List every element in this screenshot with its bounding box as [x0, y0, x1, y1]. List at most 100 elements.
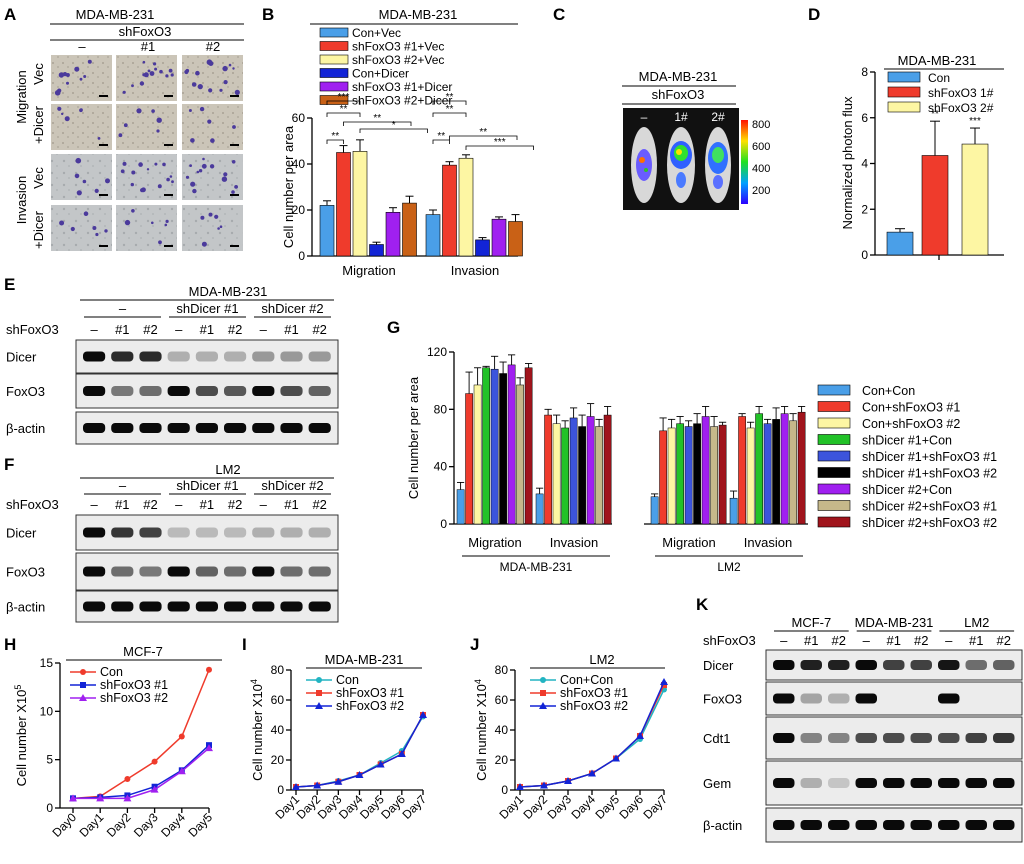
blot-band: [83, 423, 106, 433]
legend-label: shDicer #1+Con: [862, 434, 952, 448]
data-point: [177, 767, 186, 775]
blot-band-label: Dicer: [703, 658, 734, 673]
bar: [490, 368, 499, 525]
cell-dot: [192, 188, 197, 194]
bar: [458, 157, 474, 257]
blot-band: [938, 660, 960, 670]
blot-group-label: –: [119, 301, 127, 316]
legend-label: shFoxO3 #2+Dicer: [352, 94, 452, 108]
cell-dot: [165, 219, 169, 223]
legend-label: shFoxO3 #1+Vec: [352, 40, 444, 54]
blot-band: [308, 351, 331, 362]
blot-lane-label: –: [260, 497, 268, 512]
legend-swatch: [817, 450, 851, 462]
blot-band: [252, 527, 275, 538]
xtick-label: Day7: [640, 792, 670, 822]
cell-dot: [95, 232, 99, 237]
legend-label: shFoxO3 #2+Vec: [352, 53, 444, 67]
panel-e: E MDA-MB-231 – shDicer #1 shDicer #2 shFoxO3…: [4, 275, 339, 445]
cell-dot: [223, 80, 228, 85]
xtick-label: Day4: [568, 792, 598, 822]
data-point: [516, 783, 524, 790]
xtick-label: Day2: [104, 810, 134, 840]
data-point: [124, 776, 131, 782]
data-point: [205, 744, 213, 752]
cell-dot: [231, 190, 235, 194]
blot-band: [800, 778, 822, 788]
blot-lane-label: #2: [914, 633, 928, 648]
blot-band: [800, 693, 822, 704]
panel-c-col-2: 1#: [674, 110, 688, 124]
chart-g-group-label: MDA-MB-231: [500, 560, 573, 574]
cell-dot: [219, 225, 223, 228]
cell-dot: [74, 173, 80, 179]
cell-dot: [196, 170, 200, 174]
cell-dot: [222, 65, 228, 72]
blot-row-label: shFoxO3: [6, 497, 59, 512]
blot-band: [965, 660, 987, 670]
blot-band: [280, 601, 303, 612]
series-line: [73, 747, 210, 800]
cell-dot: [208, 212, 213, 217]
scale-600: 600: [752, 141, 770, 153]
cell-dot: [154, 67, 158, 71]
cell-dot: [140, 188, 145, 193]
blot-band: [252, 386, 275, 396]
chart-d-ytick-label: 4: [861, 157, 868, 171]
chart-title: LM2: [589, 652, 614, 667]
legend-swatch: [817, 467, 851, 478]
cell-dot: [201, 163, 207, 169]
sig-label: ***: [338, 92, 350, 103]
micrograph: [116, 55, 177, 101]
blot-lane-label: #2: [228, 322, 242, 337]
bar: [491, 218, 507, 257]
sig-bracket: [465, 145, 534, 150]
blot-band: [965, 733, 987, 743]
series-line: [72, 744, 210, 800]
chart-g-xlabel: Migration: [662, 535, 715, 550]
data-point: [660, 678, 668, 685]
chart-ylabel: Cell number X105: [13, 685, 29, 787]
chart-title: MCF-7: [123, 644, 163, 659]
blot-band: [828, 820, 850, 830]
bar: [789, 420, 797, 525]
panel-c-sub: shFoxO3: [652, 87, 705, 102]
blot-band: [139, 351, 162, 362]
mouse-3: [705, 127, 731, 203]
legend-label: Con+shFoxO3 #1: [862, 401, 960, 415]
data-point: [313, 781, 322, 789]
blot-group-label: MDA-MB-231: [855, 615, 934, 630]
sig-label: **: [373, 113, 381, 124]
cell-dot: [199, 106, 205, 112]
blot-band: [855, 693, 877, 704]
data-point: [419, 711, 427, 718]
blot-band: [773, 778, 795, 788]
panel-g: G 0 40 80 120 Cell number per area Migration I…: [387, 318, 997, 574]
blot-lane-label: #2: [997, 633, 1011, 648]
data-point: [316, 690, 322, 696]
cell-dot: [83, 75, 87, 78]
cell-dot: [234, 89, 240, 95]
legend-label: shDicer #2+shFoxO3 #2: [862, 516, 997, 530]
panel-a-row-1: Vec: [31, 63, 46, 85]
blot-lane-label: #1: [284, 322, 298, 337]
sig-label: **: [931, 109, 939, 120]
blot-group-label: shDicer #2: [261, 301, 323, 316]
cell-dot: [170, 73, 174, 77]
chart-title: MDA-MB-231: [325, 652, 404, 667]
xtick-label: Day3: [544, 792, 574, 822]
blot-band: [111, 351, 134, 362]
blot-band: [252, 601, 275, 612]
cell-dot: [208, 88, 213, 93]
cell-dot: [149, 71, 155, 76]
cell-dot: [159, 69, 163, 74]
legend-swatch: [887, 101, 921, 113]
legend-label: shDicer #1+shFoxO3 #1: [862, 450, 997, 464]
data-point: [292, 783, 300, 790]
blot-lane-label: #2: [228, 497, 242, 512]
blot-band: [883, 733, 905, 743]
